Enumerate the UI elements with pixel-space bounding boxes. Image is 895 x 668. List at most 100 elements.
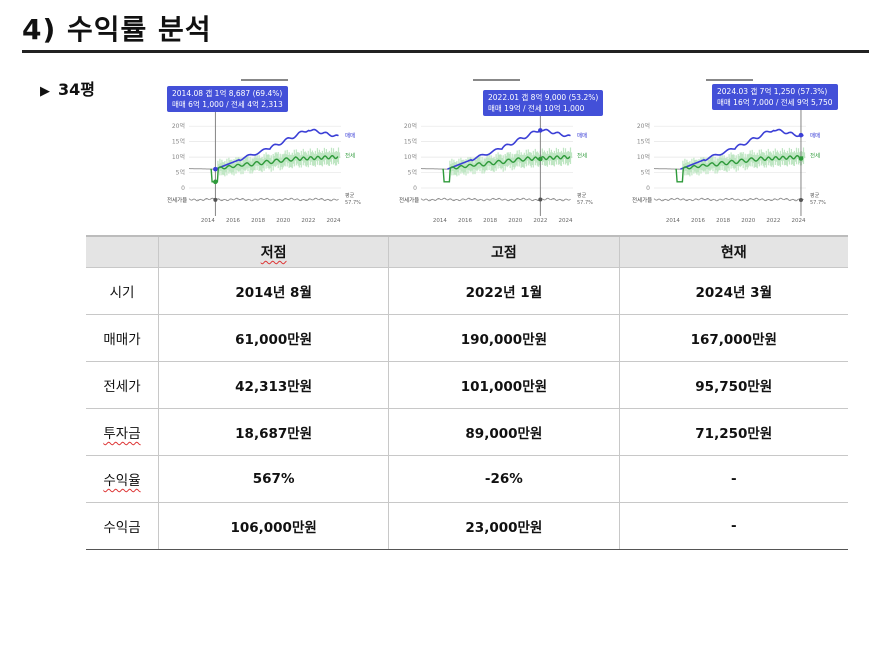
cell-low: 42,313만원 bbox=[158, 361, 390, 409]
x-tick-label: 2018 bbox=[716, 218, 730, 224]
x-tick-label: 2020 bbox=[276, 218, 290, 224]
y-tick-label: 15억 bbox=[404, 138, 417, 146]
sale-marker-dot bbox=[798, 132, 804, 138]
cell-current: 95,750만원 bbox=[619, 361, 848, 409]
x-tick-label: 2016 bbox=[226, 218, 240, 224]
cell-high: 101,000만원 bbox=[388, 361, 620, 409]
row-label: 투자금 bbox=[86, 408, 159, 456]
cell-high: 2022년 1월 bbox=[388, 267, 620, 315]
y-tick-label: 10억 bbox=[637, 153, 650, 161]
price-chart-now: 2024.03 갭 7억 1,250 (57.3%) 매매 16억 7,000 … bbox=[628, 78, 838, 228]
jeonse-marker-dot bbox=[213, 179, 218, 185]
jeonse-marker-dot bbox=[538, 156, 543, 162]
x-tick-label: 2016 bbox=[458, 218, 472, 224]
x-tick-label: 2022 bbox=[301, 218, 315, 224]
jeonse-legend-label: 전세 bbox=[577, 152, 587, 160]
title-divider bbox=[22, 50, 869, 53]
row-label: 전세가 bbox=[86, 361, 159, 409]
sale-price-line bbox=[447, 128, 571, 170]
table-row: 수익율 567% -26% - bbox=[86, 455, 848, 503]
x-tick-label: 2014 bbox=[201, 218, 215, 224]
y-tick-label: 20억 bbox=[172, 122, 185, 130]
ratio-axis-label: 전세가율 bbox=[399, 196, 419, 204]
cell-low: 18,687만원 bbox=[158, 408, 390, 456]
jeonse-ratio-line bbox=[653, 197, 804, 202]
table-header-row: 저점 고점 현재 bbox=[86, 235, 848, 268]
tooltip-line1: 2022.01 갭 8억 9,000 (53.2%) bbox=[488, 93, 599, 102]
jeonse-ratio-line bbox=[420, 197, 571, 202]
table-row: 전세가 42,313만원 101,000만원 95,750만원 bbox=[86, 361, 848, 409]
cell-low: 61,000만원 bbox=[158, 314, 390, 362]
x-tick-label: 2024 bbox=[558, 218, 572, 224]
tooltip-line2: 매매 16억 7,000 / 전세 9억 5,750 bbox=[717, 98, 833, 107]
row-label: 시기 bbox=[86, 267, 159, 315]
x-tick-label: 2022 bbox=[766, 218, 780, 224]
y-tick-label: 0 bbox=[646, 185, 650, 192]
analysis-table: 저점 고점 현재 시기 2014년 8월 2022년 1월 2024년 3월 매… bbox=[86, 235, 848, 550]
header-high: 고점 bbox=[388, 235, 620, 268]
price-chart-low: 2014.08 갭 1억 8,687 (69.4%) 매매 6억 1,000 /… bbox=[163, 78, 368, 228]
y-tick-label: 0 bbox=[181, 185, 185, 192]
y-tick-label: 5억 bbox=[408, 169, 417, 177]
tooltip-line2: 매매 6억 1,000 / 전세 4억 2,313 bbox=[172, 100, 283, 109]
section-heading: ▶ 34평 bbox=[40, 76, 95, 100]
x-tick-label: 2020 bbox=[508, 218, 522, 224]
sale-legend-label: 매매 bbox=[345, 132, 355, 140]
cell-current: 2024년 3월 bbox=[619, 267, 848, 315]
tooltip-line1: 2014.08 갭 1억 8,687 (69.4%) bbox=[172, 89, 283, 98]
cell-high: 89,000만원 bbox=[388, 408, 620, 456]
cell-current: - bbox=[619, 455, 848, 503]
row-label: 매매가 bbox=[86, 314, 159, 362]
jeonse-price-line bbox=[675, 154, 804, 183]
y-tick-label: 10억 bbox=[404, 153, 417, 161]
row-label: 수익율 bbox=[86, 455, 159, 503]
header-empty bbox=[86, 235, 159, 268]
sale-price-line bbox=[215, 128, 339, 170]
y-tick-label: 10억 bbox=[172, 153, 185, 161]
ratio-marker-dot bbox=[213, 197, 218, 202]
x-tick-label: 2022 bbox=[533, 218, 547, 224]
x-tick-label: 2020 bbox=[741, 218, 755, 224]
tooltip-line1: 2024.03 갭 7억 1,250 (57.3%) bbox=[717, 87, 828, 96]
x-tick-label: 2018 bbox=[251, 218, 265, 224]
cell-high: 23,000만원 bbox=[388, 502, 620, 550]
sale-marker-dot bbox=[538, 128, 543, 133]
cell-low: 567% bbox=[158, 455, 390, 503]
avg-label: 평균 bbox=[345, 192, 355, 199]
cell-current: - bbox=[619, 502, 848, 550]
section-heading-label: 34평 bbox=[58, 80, 95, 99]
chart-tooltip: 2022.01 갭 8억 9,000 (53.2%) 매매 19억 / 전세 1… bbox=[483, 90, 604, 116]
chart-tooltip: 2014.08 갭 1억 8,687 (69.4%) 매매 6억 1,000 /… bbox=[167, 86, 288, 112]
y-tick-label: 15억 bbox=[637, 138, 650, 146]
jeonse-price-line bbox=[210, 154, 339, 183]
sale-legend-label: 매매 bbox=[577, 132, 587, 140]
avg-value: 57.7% bbox=[810, 200, 826, 206]
x-tick-label: 2014 bbox=[666, 218, 680, 224]
header-low: 저점 bbox=[158, 235, 390, 268]
jeonse-price-line bbox=[442, 154, 571, 183]
ratio-axis-label: 전세가율 bbox=[167, 196, 187, 204]
x-tick-label: 2024 bbox=[791, 218, 805, 224]
row-label: 수익금 bbox=[86, 502, 159, 550]
y-tick-label: 20억 bbox=[637, 122, 650, 130]
jeonse-marker-dot bbox=[798, 156, 804, 161]
price-chart-high: 2022.01 갭 8억 9,000 (53.2%) 매매 19억 / 전세 1… bbox=[395, 78, 604, 228]
cell-high: -26% bbox=[388, 455, 620, 503]
table-row: 매매가 61,000만원 190,000만원 167,000만원 bbox=[86, 314, 848, 362]
avg-label: 평균 bbox=[577, 192, 587, 199]
avg-label: 평균 bbox=[810, 192, 820, 199]
jeonse-legend-label: 전세 bbox=[345, 152, 355, 160]
jeonse-legend-label: 전세 bbox=[810, 152, 820, 160]
cell-high: 190,000만원 bbox=[388, 314, 620, 362]
x-tick-label: 2016 bbox=[691, 218, 705, 224]
y-tick-label: 0 bbox=[413, 185, 417, 192]
ratio-marker-dot bbox=[538, 197, 543, 202]
avg-value: 57.7% bbox=[345, 200, 361, 206]
ratio-marker-dot bbox=[798, 197, 803, 202]
y-tick-label: 20억 bbox=[404, 122, 417, 130]
y-tick-label: 5억 bbox=[641, 169, 650, 177]
x-tick-label: 2024 bbox=[326, 218, 340, 224]
cell-current: 167,000만원 bbox=[619, 314, 848, 362]
